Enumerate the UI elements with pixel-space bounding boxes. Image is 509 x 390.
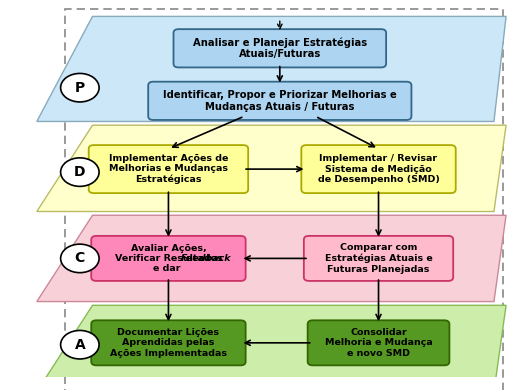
FancyBboxPatch shape: [148, 82, 411, 120]
FancyBboxPatch shape: [91, 236, 246, 281]
Text: Consolidar
Melhoria e Mudança
e novo SMD: Consolidar Melhoria e Mudança e novo SMD: [325, 328, 433, 358]
Polygon shape: [37, 125, 506, 211]
Text: Documentar Lições
Aprendidas pelas
Ações Implementadas: Documentar Lições Aprendidas pelas Ações…: [110, 328, 227, 358]
Text: Implementar Ações de
Melhorias e Mudanças
Estratégicas: Implementar Ações de Melhorias e Mudança…: [109, 154, 228, 184]
FancyBboxPatch shape: [307, 320, 449, 365]
Text: Verificar Resultados: Verificar Resultados: [115, 254, 222, 263]
FancyBboxPatch shape: [174, 29, 386, 67]
Polygon shape: [37, 16, 506, 121]
Polygon shape: [37, 305, 506, 390]
FancyBboxPatch shape: [89, 145, 248, 193]
FancyBboxPatch shape: [91, 320, 246, 365]
Text: D: D: [74, 165, 86, 179]
Text: A: A: [74, 338, 85, 352]
FancyBboxPatch shape: [304, 236, 453, 281]
Text: Comparar com
Estratégias Atuais e
Futuras Planejadas: Comparar com Estratégias Atuais e Futura…: [325, 243, 433, 274]
Text: Analisar e Planejar Estratégias
Atuais/Futuras: Analisar e Planejar Estratégias Atuais/F…: [193, 37, 367, 59]
Text: Avaliar Ações,: Avaliar Ações,: [131, 244, 206, 253]
Polygon shape: [37, 215, 506, 301]
Text: P: P: [75, 81, 85, 95]
Circle shape: [61, 158, 99, 186]
Text: Identificar, Propor e Priorizar Melhorias e
Mudanças Atuais / Futuras: Identificar, Propor e Priorizar Melhoria…: [163, 90, 397, 112]
Text: C: C: [75, 252, 85, 266]
Circle shape: [61, 244, 99, 273]
Circle shape: [61, 330, 99, 359]
Text: e dar: e dar: [153, 264, 184, 273]
Text: Feedback: Feedback: [181, 254, 232, 263]
Text: Implementar / Revisar
Sistema de Medição
de Desempenho (SMD): Implementar / Revisar Sistema de Medição…: [318, 154, 439, 184]
Circle shape: [61, 73, 99, 102]
FancyBboxPatch shape: [301, 145, 456, 193]
